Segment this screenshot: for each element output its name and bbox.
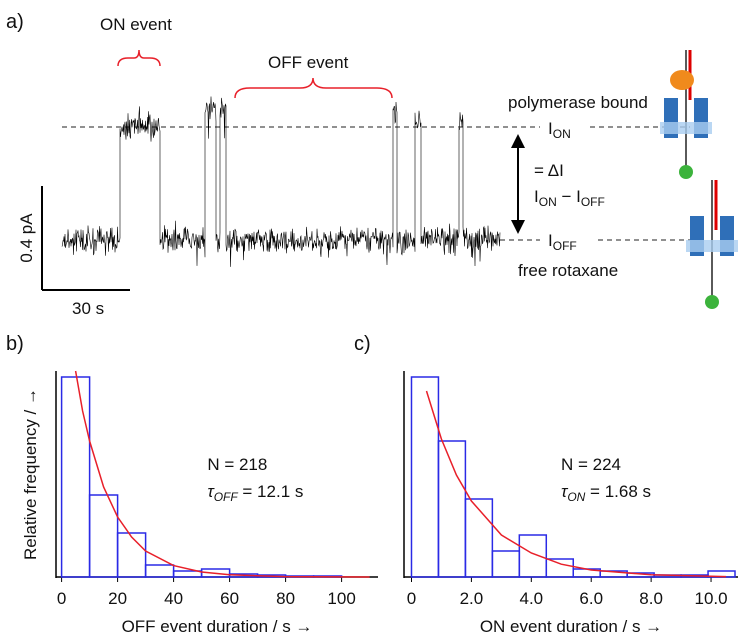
x-axis-label: ON event duration / s → [480, 617, 662, 636]
x-tick-label: 8.0 [639, 589, 663, 608]
panel-label: c) [354, 333, 371, 355]
x-tick-label: 10.0 [694, 589, 727, 608]
polymerase-bound-label: polymerase bound [508, 93, 648, 112]
histogram-bar [410, 376, 440, 578]
tau-symbol: τ [207, 482, 215, 501]
delta-label: = ΔI [534, 161, 564, 180]
tau-subscript: OFF [214, 490, 239, 504]
panel-label: b) [6, 333, 24, 355]
histogram-bar [545, 558, 574, 578]
off-brace [234, 77, 393, 99]
polymerase-icon [660, 50, 712, 179]
x-tick-label: 0 [57, 589, 66, 608]
tau-value: = 1.68 s [585, 482, 651, 501]
scale-x-label: 30 s [72, 299, 104, 318]
x-tick-label: 40 [164, 589, 183, 608]
rotaxane-icon [686, 180, 738, 309]
x-tick-label: 20 [108, 589, 127, 608]
tau-subscript: ON [567, 490, 585, 504]
histogram-bar [200, 568, 231, 578]
free-rotaxane-label: free rotaxane [518, 261, 618, 280]
on-brace [117, 49, 161, 67]
y-axis-label: Relative frequency / → [21, 388, 40, 560]
x-tick-label: 0 [407, 589, 416, 608]
scale-y-label: 0.4 pA [17, 213, 36, 263]
fit-curve [74, 370, 370, 578]
annotation-tau: τON = 1.68 s [561, 482, 651, 504]
trace-line [61, 96, 501, 267]
x-tick-label: 80 [276, 589, 295, 608]
tau-symbol: τ [561, 482, 569, 501]
difference-label: ION − IOFF [534, 187, 605, 209]
off-event-label: OFF event [268, 53, 349, 72]
tau-value: = 12.1 s [238, 482, 304, 501]
i-on-label: ION [548, 119, 571, 141]
annotation-n: N = 218 [207, 455, 267, 474]
histogram-bar [464, 498, 494, 578]
fit-curve [425, 390, 727, 578]
histogram-bar [116, 532, 147, 578]
histogram-bar [491, 550, 521, 578]
x-tick-label: 4.0 [519, 589, 543, 608]
histogram-bar [172, 570, 203, 578]
histogram-bar [518, 534, 548, 578]
x-tick-label: 2.0 [460, 589, 484, 608]
x-axis-label: OFF event duration / s → [122, 617, 313, 636]
x-tick-label: 100 [327, 589, 355, 608]
x-tick-label: 6.0 [579, 589, 603, 608]
current-trace [61, 96, 501, 267]
histogram-bar [437, 440, 467, 578]
annotation-tau: τOFF = 12.1 s [207, 482, 303, 504]
annotation-n: N = 224 [561, 455, 621, 474]
panel-label: a) [6, 11, 24, 33]
histogram-bar [144, 564, 175, 578]
histogram-bar [60, 376, 91, 578]
on-event-label: ON event [100, 15, 172, 34]
i-off-label: IOFF [548, 231, 577, 253]
x-tick-label: 60 [220, 589, 239, 608]
